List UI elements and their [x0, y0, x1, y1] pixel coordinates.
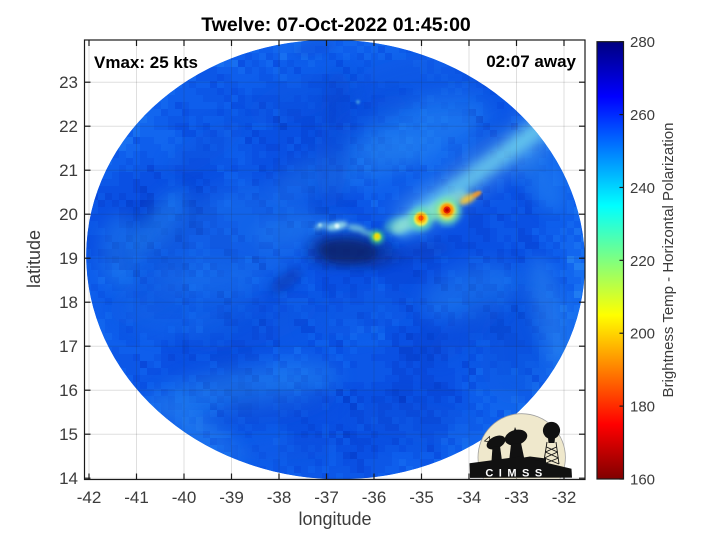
svg-text:19: 19: [59, 249, 78, 268]
svg-text:-36: -36: [362, 488, 387, 507]
svg-text:14: 14: [59, 469, 78, 488]
svg-text:180: 180: [630, 399, 655, 416]
svg-text:-42: -42: [77, 488, 102, 507]
svg-text:Brightness Temp - Horizontal P: Brightness Temp - Horizontal Polarizatio…: [660, 123, 677, 398]
svg-text:-32: -32: [552, 488, 577, 507]
svg-text:200: 200: [630, 326, 655, 343]
svg-text:-41: -41: [124, 488, 149, 507]
svg-text:02:07 away: 02:07 away: [486, 52, 576, 71]
svg-text:-33: -33: [504, 488, 529, 507]
svg-text:20: 20: [59, 205, 78, 224]
svg-text:23: 23: [59, 73, 78, 92]
svg-text:15: 15: [59, 425, 78, 444]
svg-text:16: 16: [59, 381, 78, 400]
svg-text:-37: -37: [314, 488, 339, 507]
svg-text:-38: -38: [267, 488, 292, 507]
svg-text:Vmax: 25 kts: Vmax: 25 kts: [94, 53, 198, 72]
svg-text:CIMSS: CIMSS: [485, 468, 547, 480]
svg-text:280: 280: [630, 34, 655, 51]
svg-text:latitude: latitude: [24, 230, 44, 288]
svg-text:160: 160: [630, 472, 655, 489]
svg-text:22: 22: [59, 117, 78, 136]
svg-text:-34: -34: [457, 488, 482, 507]
svg-text:260: 260: [630, 107, 655, 124]
svg-text:-35: -35: [409, 488, 434, 507]
svg-text:Twelve: 07-Oct-2022 01:45:00: Twelve: 07-Oct-2022 01:45:00: [201, 14, 471, 36]
svg-text:17: 17: [59, 337, 78, 356]
svg-text:-40: -40: [172, 488, 197, 507]
svg-text:longitude: longitude: [298, 509, 371, 529]
svg-text:21: 21: [59, 161, 78, 180]
svg-text:240: 240: [630, 180, 655, 197]
svg-text:220: 220: [630, 253, 655, 270]
svg-text:18: 18: [59, 293, 78, 312]
svg-text:-39: -39: [219, 488, 244, 507]
